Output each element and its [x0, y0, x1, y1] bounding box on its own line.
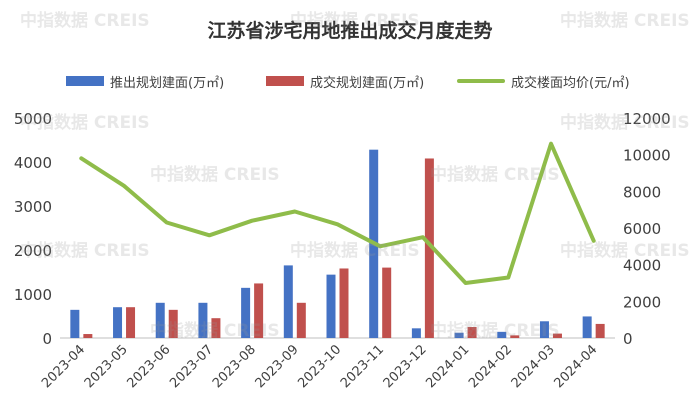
- x-axis-tick-label: 2024-04: [551, 342, 600, 391]
- x-axis-tick-label: 2024-01: [423, 342, 472, 391]
- x-axis-tick-label: 2023-04: [39, 342, 88, 391]
- legend-item-price: 成交楼面均价(元/㎡): [457, 70, 630, 92]
- line-price-point: [336, 222, 339, 226]
- x-axis-tick-label: 2024-03: [509, 342, 558, 391]
- bar-deal: [424, 158, 434, 338]
- left-axis-tick-label: 5000: [14, 110, 52, 128]
- line-price-point: [421, 235, 425, 239]
- legend-item-supply: 推出规划建面(万㎡): [66, 70, 224, 92]
- bar-deal: [211, 318, 221, 338]
- line-price-point: [378, 244, 382, 248]
- bar-supply: [113, 307, 123, 338]
- left-axis-tick-label: 4000: [14, 154, 52, 172]
- bar-deal: [83, 334, 93, 338]
- bar-deal: [126, 307, 136, 338]
- bar-supply: [326, 274, 336, 338]
- left-axis-tick-label: 1000: [14, 286, 52, 304]
- line-price: [79, 141, 596, 285]
- line-price-point: [207, 233, 211, 237]
- x-axis-tick-label: 2023-05: [82, 342, 131, 391]
- bar-supply: [497, 331, 507, 338]
- bar-supply: [70, 309, 80, 338]
- right-axis-tick-label: 10000: [623, 147, 671, 165]
- legend-label-supply: 推出规划建面(万㎡): [110, 75, 225, 91]
- x-axis-tick-label: 2023-10: [295, 342, 344, 391]
- bar-supply: [283, 265, 293, 338]
- right-axis-tick-label: 0: [623, 330, 633, 348]
- x-axis-tick-label: 2023-07: [167, 342, 216, 391]
- x-axis-tick-label: 2023-12: [381, 342, 430, 391]
- left-axis-tick-label: 0: [42, 330, 52, 348]
- bar-supply: [198, 302, 208, 338]
- legend-label-deal: 成交规划建面(万㎡): [310, 75, 425, 91]
- legend-swatch-deal: [266, 76, 304, 86]
- bar-supply: [582, 316, 592, 338]
- line-price-point: [122, 184, 126, 188]
- line-price-point: [592, 239, 596, 243]
- x-axis-tick-label: 2023-08: [210, 342, 259, 391]
- line-price-point: [293, 210, 297, 213]
- right-axis-tick-label: 2000: [623, 293, 661, 311]
- bar-deal: [168, 309, 178, 338]
- left-axis-tick-label: 3000: [14, 198, 52, 216]
- line-price-point: [549, 142, 553, 146]
- bar-supply: [539, 321, 549, 338]
- right-axis-tick-label: 4000: [623, 257, 661, 275]
- legend-item-deal: 成交规划建面(万㎡): [266, 70, 424, 92]
- line-price-point: [165, 221, 169, 224]
- x-axis-tick-label: 2024-02: [466, 342, 515, 391]
- line-price-point: [250, 219, 254, 223]
- chart-legend: 推出规划建面(万㎡) 成交规划建面(万㎡) 成交楼面均价(元/㎡): [0, 70, 700, 92]
- bar-deal: [510, 335, 520, 338]
- bar-supply: [454, 332, 464, 338]
- x-axis-tick-label: 2023-11: [338, 342, 387, 391]
- right-axis-tick-label: 6000: [623, 220, 661, 238]
- bar-supply: [155, 302, 165, 338]
- chart-title: 江苏省涉宅用地推出成交月度走势: [207, 20, 493, 42]
- line-price-point: [506, 276, 510, 279]
- right-axis-tick-label: 12000: [623, 110, 671, 128]
- left-axis-tick-label: 2000: [14, 242, 52, 260]
- x-axis-tick-label: 2023-09: [253, 342, 302, 391]
- bar-deal: [339, 268, 349, 338]
- bar-supply: [241, 287, 251, 338]
- bar-deal: [254, 283, 264, 338]
- bar-deal: [296, 302, 306, 338]
- bar-deal: [382, 267, 392, 338]
- bar-deal: [552, 333, 562, 338]
- line-price-point: [79, 156, 83, 160]
- bar-deal: [467, 327, 477, 338]
- x-axis-tick-label: 2023-06: [125, 342, 174, 391]
- legend-line-price: [457, 79, 505, 83]
- line-price-point: [464, 281, 468, 285]
- bar-supply: [411, 328, 421, 338]
- legend-swatch-supply: [66, 76, 104, 86]
- legend-label-price: 成交楼面均价(元/㎡): [511, 75, 630, 91]
- bar-deal: [595, 323, 605, 338]
- right-axis-tick-label: 8000: [623, 183, 661, 201]
